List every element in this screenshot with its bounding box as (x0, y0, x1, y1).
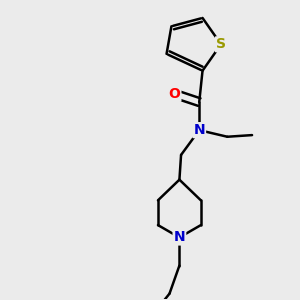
Text: N: N (174, 230, 185, 244)
Text: S: S (216, 37, 226, 51)
Text: O: O (169, 87, 180, 101)
Text: N: N (194, 123, 205, 137)
